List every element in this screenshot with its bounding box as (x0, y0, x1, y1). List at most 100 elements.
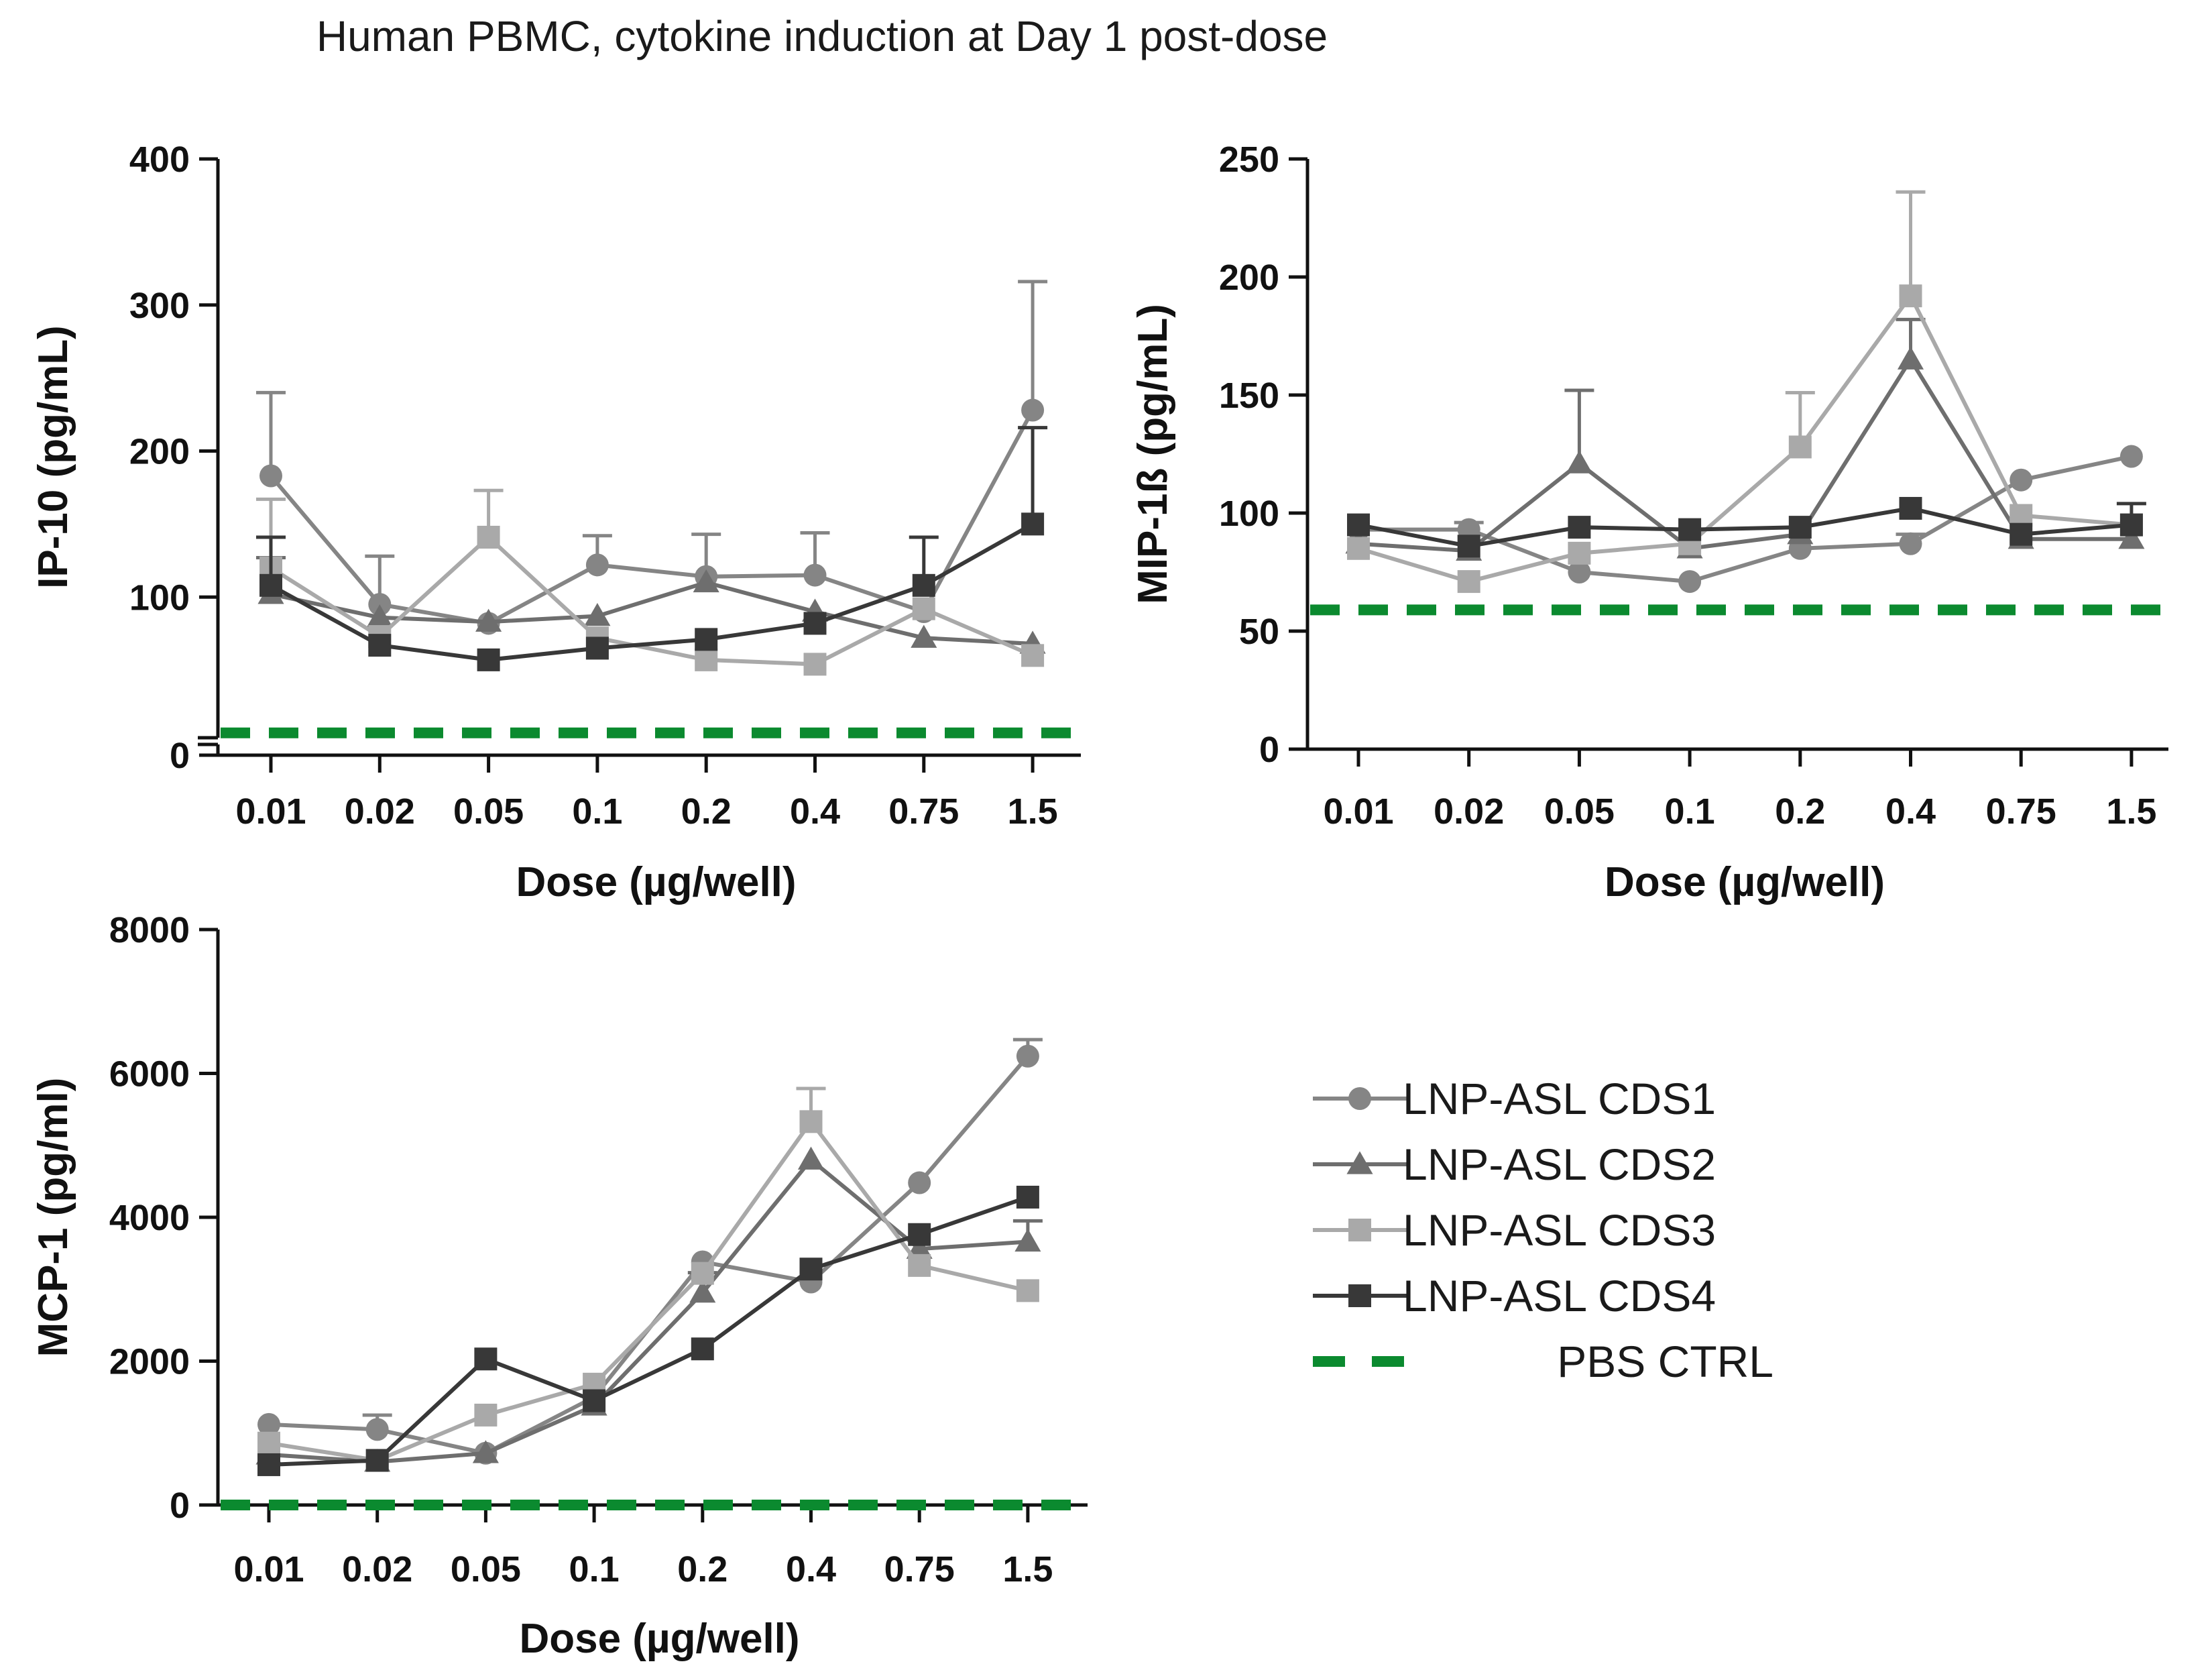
x-tick-label: 0.2 (681, 791, 732, 832)
data-point (366, 604, 393, 628)
chart-panels: 0 100 200 300 400 0.01 0.02 0.05 0.1 0.2 0.4 0.75 1.… (30, 140, 2168, 1662)
legend-label: LNP-ASL CDS3 (1403, 1205, 1716, 1255)
y-tick-label: 200 (1219, 258, 1279, 298)
data-point (259, 464, 282, 488)
data-point (477, 648, 500, 671)
series-lnp-asl-cds1 (256, 280, 1048, 635)
y-tick-label: 6000 (109, 1054, 190, 1095)
data-point (257, 1412, 280, 1436)
data-point (693, 569, 719, 593)
series-line (270, 522, 1034, 662)
legend-swatch-marker (1348, 1087, 1371, 1110)
y-axis-label: IP-10 (pg/mL) (30, 325, 76, 589)
data-point (365, 1418, 389, 1441)
data-point (906, 1235, 933, 1259)
y-tick-label: 50 (1239, 612, 1279, 652)
x-tick-label: 0.2 (677, 1549, 727, 1589)
x-tick-label: 0.01 (1323, 791, 1393, 832)
series-line (268, 1118, 1029, 1463)
x-tick-label: 0.02 (1434, 791, 1504, 832)
data-point (368, 593, 392, 616)
data-point (1899, 496, 1922, 520)
data-point (1788, 435, 1812, 459)
data-point (1014, 1228, 1041, 1252)
legend-entry-pbs-ctrl: PBS CTRL (1313, 1337, 1773, 1386)
data-point (472, 1440, 499, 1463)
data-point (583, 1389, 606, 1412)
y-tick-label: 0 (170, 736, 190, 776)
x-tick-label: 0.2 (1775, 791, 1825, 832)
data-point (2118, 526, 2145, 549)
y-tick-label: 0 (170, 1486, 190, 1526)
series-line (269, 409, 1035, 626)
data-point (257, 1453, 280, 1476)
data-point (2119, 513, 2143, 537)
legend-swatch-marker (1348, 1219, 1371, 1241)
data-point (1788, 516, 1812, 539)
data-point (1899, 532, 1922, 555)
y-tick-label: 100 (1219, 494, 1279, 534)
y-tick-label: 4000 (109, 1198, 190, 1238)
y-tick-label: 200 (129, 432, 190, 472)
data-point (1568, 561, 1591, 583)
y-tick-label: 300 (129, 286, 190, 326)
legend-entry-lnp-asl-cds1: LNP-ASL CDS1 (1313, 1074, 1716, 1123)
legend-entry-lnp-asl-cds2: LNP-ASL CDS2 (1313, 1139, 1716, 1189)
legend-swatch-marker (1348, 1284, 1371, 1307)
data-point (1678, 518, 1702, 541)
data-point (1457, 535, 1480, 558)
x-tick-label: 0.02 (342, 1549, 412, 1589)
series-lnp-asl-cds4 (257, 1185, 1039, 1476)
figure-title: Human PBMC, cytokine induction at Day 1 … (316, 12, 1328, 60)
y-tick-label: 100 (129, 577, 190, 618)
data-point (803, 653, 827, 676)
data-point (474, 1347, 498, 1371)
y-axis-label: MCP-1 (pg/ml) (30, 1078, 76, 1357)
x-tick-label: 0.75 (888, 791, 959, 832)
x-tick-label: 0.4 (790, 791, 840, 832)
legend-label: LNP-ASL CDS1 (1403, 1074, 1716, 1123)
data-point (365, 1449, 389, 1472)
data-point (803, 563, 827, 587)
data-point (1897, 346, 1924, 370)
data-point (1021, 644, 1045, 667)
series-line (1358, 355, 2132, 553)
data-point (477, 525, 500, 549)
data-point (1016, 1044, 1039, 1068)
x-tick-label: 0.01 (233, 1549, 304, 1589)
y-tick-label: 2000 (109, 1342, 190, 1382)
x-tick-label: 0.05 (1544, 791, 1615, 832)
data-point (695, 648, 718, 671)
data-point (2010, 522, 2033, 546)
data-point (912, 597, 935, 620)
data-point (799, 1258, 823, 1281)
x-tick-label: 1.5 (2106, 791, 2156, 832)
data-point (1457, 570, 1480, 594)
legend: LNP-ASL CDS1 LNP-ASL CDS2 LNP-ASL CDS3 LNP-… (1313, 1074, 1773, 1386)
y-tick-label: 0 (1259, 730, 1279, 770)
data-point (1021, 512, 1045, 536)
series-line (268, 1195, 1029, 1467)
series-line (268, 1156, 1029, 1464)
panel-ip10: 0 100 200 300 400 0.01 0.02 0.05 0.1 0.2 0.4 0.75 1.… (30, 140, 1081, 905)
x-tick-label: 0.05 (453, 791, 524, 832)
y-tick-label: 250 (1219, 140, 1279, 180)
y-axis-label: MIP-1ß (pg/mL) (1130, 304, 1176, 604)
x-tick-label: 0.4 (1885, 791, 1936, 832)
y-tick-label: 150 (1219, 376, 1279, 416)
data-point (257, 1431, 280, 1455)
data-point (1021, 398, 1045, 422)
data-point (689, 1280, 716, 1303)
data-point (911, 624, 937, 648)
data-point (1566, 450, 1592, 473)
data-point (908, 1223, 931, 1246)
x-tick-label: 0.1 (1665, 791, 1715, 832)
data-point (797, 1146, 825, 1170)
data-point (1568, 516, 1591, 539)
data-point (475, 608, 502, 632)
data-point (1347, 513, 1370, 537)
series-line (1358, 506, 2132, 549)
data-point (695, 628, 718, 651)
series-lnp-asl-cds4 (1347, 496, 2146, 558)
data-point (585, 636, 609, 660)
